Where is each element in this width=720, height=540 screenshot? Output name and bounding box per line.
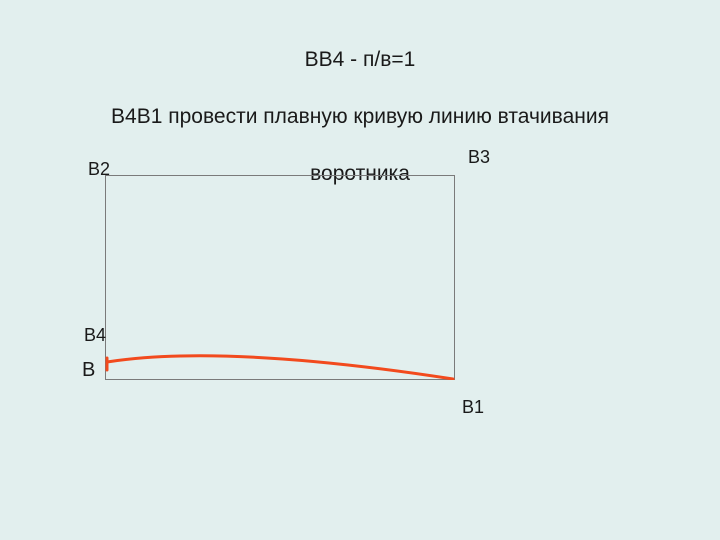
title-line-2: В4В1 провести плавную кривую линию втачи…	[111, 105, 609, 128]
diagram-rect	[106, 176, 455, 380]
collar-curve	[107, 356, 453, 379]
label-B4: В4	[84, 326, 106, 344]
collar-diagram	[105, 175, 455, 380]
diagram-svg	[105, 175, 455, 380]
label-B1: В1	[462, 398, 484, 416]
title-line-1: ВВ4 - п/в=1	[305, 48, 416, 71]
label-B3: В3	[468, 148, 490, 166]
label-B: В	[82, 360, 95, 380]
label-B2: В2	[88, 160, 110, 178]
